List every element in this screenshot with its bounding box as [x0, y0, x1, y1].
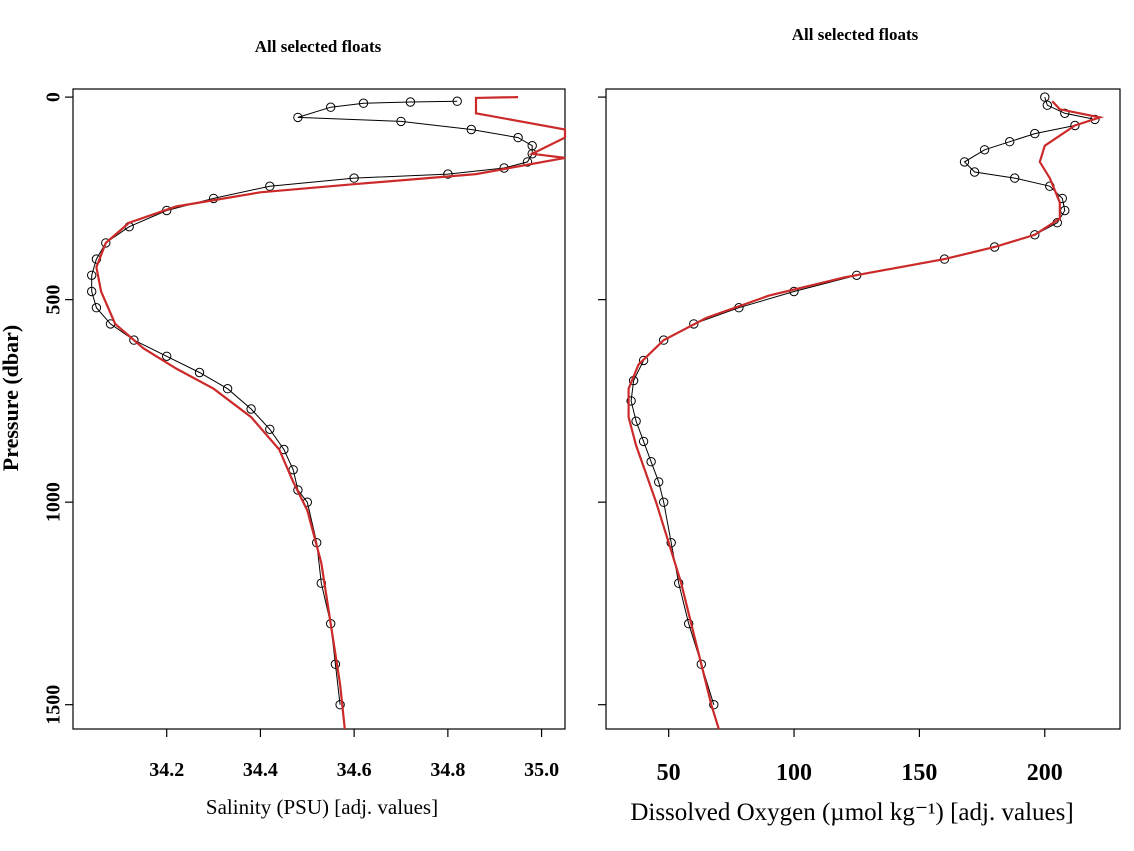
data-point	[666, 538, 676, 548]
data-point	[358, 98, 369, 108]
float-profile-line	[91, 100, 533, 705]
y-tick-label: 1000	[43, 482, 65, 522]
oxygen-chart-title: All selected floats	[792, 25, 919, 44]
data-point	[265, 424, 275, 434]
data-point	[1070, 120, 1080, 131]
x-tick-label: 34.8	[430, 759, 465, 781]
pressure-y-axis-title: Pressure (dbar)	[0, 325, 23, 471]
data-point	[91, 303, 102, 313]
y-tick-label: 500	[43, 285, 65, 315]
data-point	[162, 351, 172, 361]
x-tick-label: 200	[1027, 760, 1063, 786]
data-point	[654, 477, 664, 487]
salinity-plot-frame	[72, 88, 566, 730]
data-point	[684, 619, 694, 629]
data-point	[689, 319, 699, 329]
data-point	[1030, 128, 1040, 139]
x-tick-label: 34.6	[337, 759, 372, 781]
data-point	[443, 169, 453, 179]
data-point	[293, 485, 303, 495]
y-tick-label: 0	[43, 92, 65, 102]
data-point	[979, 145, 990, 155]
data-point	[638, 355, 649, 366]
reference-profile-line	[627, 100, 1105, 730]
data-point	[1010, 173, 1020, 183]
data-point	[349, 173, 359, 183]
oxygen-panel: All selected floats 50 100 150 200 Dissolve…	[598, 25, 1121, 826]
data-point	[1060, 108, 1070, 119]
x-tick-label: 35.0	[524, 759, 559, 781]
data-point	[101, 238, 111, 248]
data-point	[969, 167, 980, 177]
data-point	[522, 157, 533, 167]
data-point	[194, 367, 205, 378]
data-point	[335, 700, 345, 710]
data-point	[222, 384, 233, 394]
data-point	[659, 335, 669, 345]
salinity-chart-title: All selected floats	[255, 37, 382, 56]
data-point	[87, 286, 97, 297]
float-profile-line	[630, 96, 1096, 705]
data-point	[87, 270, 97, 280]
data-point	[293, 112, 303, 123]
data-point	[246, 404, 256, 414]
x-tick-label: 150	[901, 760, 937, 786]
salinity-x-axis-title: Salinity (PSU) [adj. values]	[206, 795, 438, 819]
data-point	[405, 97, 416, 107]
data-point	[674, 578, 684, 588]
data-point	[466, 124, 476, 135]
data-point	[631, 416, 641, 426]
data-point	[626, 396, 636, 406]
data-point	[638, 436, 649, 447]
y-tick-label: 1500	[43, 685, 65, 725]
x-tick-label: 100	[776, 760, 812, 786]
salinity-panel: All selected floats 34.2 34.4 34.6 34.8 35.0…	[0, 37, 567, 819]
data-point	[709, 700, 719, 710]
data-point	[513, 132, 523, 143]
x-tick-label: 34.4	[243, 759, 278, 781]
data-point	[326, 102, 336, 112]
oxygen-plot-frame	[605, 88, 1121, 730]
oxygen-x-axis-title: Dissolved Oxygen (µmol kg⁻¹) [adj. value…	[630, 799, 1073, 826]
x-tick-label: 50	[657, 760, 681, 786]
x-tick-label: 34.2	[149, 759, 184, 781]
data-point	[129, 335, 139, 345]
data-point	[1005, 137, 1015, 147]
reference-profile-line	[95, 96, 567, 730]
data-point	[1042, 100, 1053, 110]
data-point	[396, 116, 406, 127]
data-point	[659, 497, 669, 507]
data-point	[959, 157, 970, 167]
data-point	[1030, 230, 1040, 240]
data-point	[452, 96, 462, 106]
data-point	[646, 457, 656, 467]
